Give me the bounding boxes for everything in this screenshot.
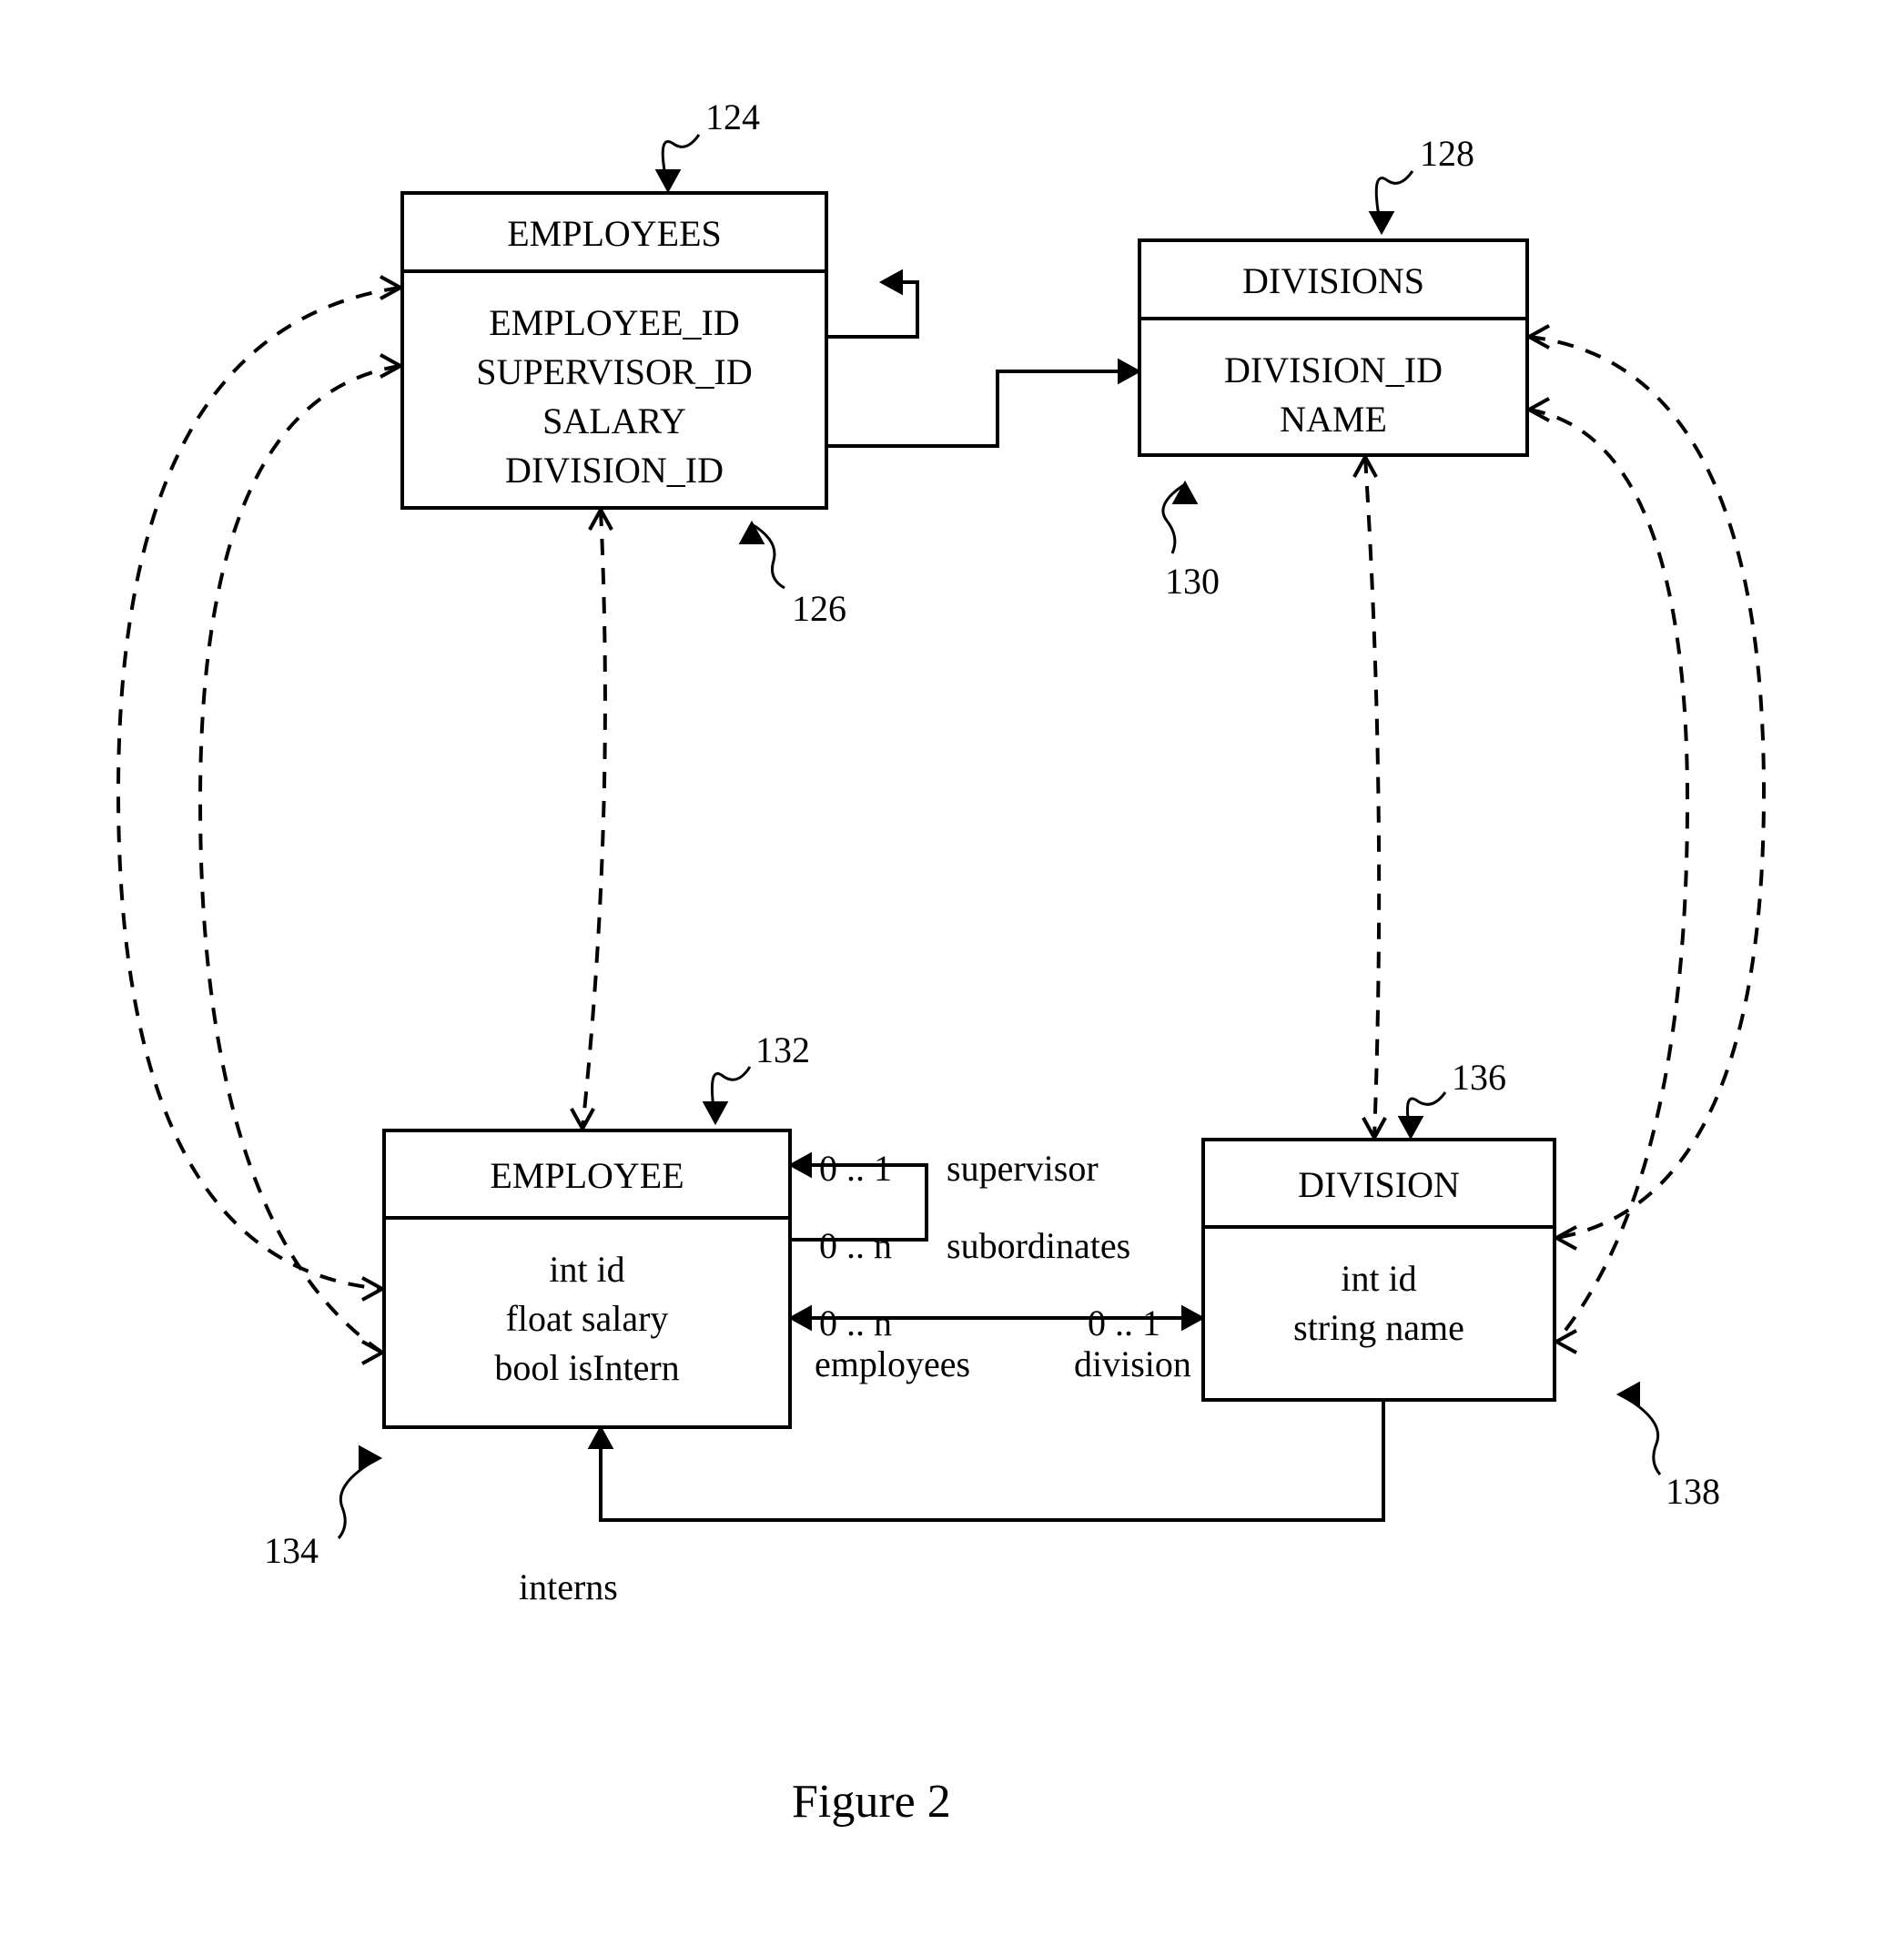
assoc-label-division: division xyxy=(1074,1343,1191,1385)
entity-employees-title: EMPLOYEES xyxy=(404,195,825,273)
assoc-label-interns: interns xyxy=(519,1566,618,1608)
ref-label-128: 128 xyxy=(1420,132,1474,175)
diagram-stage: EMPLOYEES EMPLOYEE_ID SUPERVISOR_ID SALA… xyxy=(0,0,1904,1936)
ref-label-126: 126 xyxy=(792,587,846,630)
field: float salary xyxy=(397,1294,777,1343)
entity-employees: EMPLOYEES EMPLOYEE_ID SUPERVISOR_ID SALA… xyxy=(400,191,828,510)
field: SALARY xyxy=(415,397,814,446)
class-employee-body: int id float salary bool isIntern xyxy=(386,1220,788,1418)
entity-divisions-body: DIVISION_ID NAME xyxy=(1141,320,1525,470)
field: DIVISION_ID xyxy=(415,446,814,495)
field: int id xyxy=(1216,1254,1542,1303)
assoc-mult-division: 0 .. 1 xyxy=(1088,1302,1160,1344)
ref-label-138: 138 xyxy=(1666,1470,1720,1513)
field: bool isIntern xyxy=(397,1343,777,1393)
class-employee: EMPLOYEE int id float salary bool isInte… xyxy=(382,1129,792,1429)
assoc-label-supervisor: supervisor xyxy=(947,1147,1099,1190)
assoc-mult-supervisor: 0 .. 1 xyxy=(819,1147,892,1190)
assoc-mult-subordinates: 0 .. n xyxy=(819,1224,892,1267)
class-division-title: DIVISION xyxy=(1205,1141,1553,1229)
ref-label-130: 130 xyxy=(1165,560,1220,603)
entity-employees-body: EMPLOYEE_ID SUPERVISOR_ID SALARY DIVISIO… xyxy=(404,273,825,521)
connectors-layer xyxy=(0,0,1904,1936)
field: int id xyxy=(397,1245,777,1294)
entity-divisions: DIVISIONS DIVISION_ID NAME xyxy=(1138,238,1529,457)
assoc-mult-employees: 0 .. n xyxy=(819,1302,892,1344)
figure-caption: Figure 2 xyxy=(792,1775,951,1829)
class-division: DIVISION int id string name xyxy=(1201,1138,1556,1402)
ref-label-132: 132 xyxy=(755,1029,810,1071)
assoc-label-subordinates: subordinates xyxy=(947,1224,1130,1267)
field: string name xyxy=(1216,1303,1542,1353)
field: EMPLOYEE_ID xyxy=(415,299,814,348)
class-division-body: int id string name xyxy=(1205,1229,1553,1378)
ref-label-124: 124 xyxy=(705,96,760,138)
class-employee-title: EMPLOYEE xyxy=(386,1132,788,1220)
entity-divisions-title: DIVISIONS xyxy=(1141,242,1525,320)
field: DIVISION_ID xyxy=(1152,346,1514,395)
field: SUPERVISOR_ID xyxy=(415,348,814,397)
ref-label-136: 136 xyxy=(1452,1056,1506,1099)
assoc-label-employees: employees xyxy=(815,1343,970,1385)
ref-label-134: 134 xyxy=(264,1529,319,1572)
field: NAME xyxy=(1152,395,1514,444)
